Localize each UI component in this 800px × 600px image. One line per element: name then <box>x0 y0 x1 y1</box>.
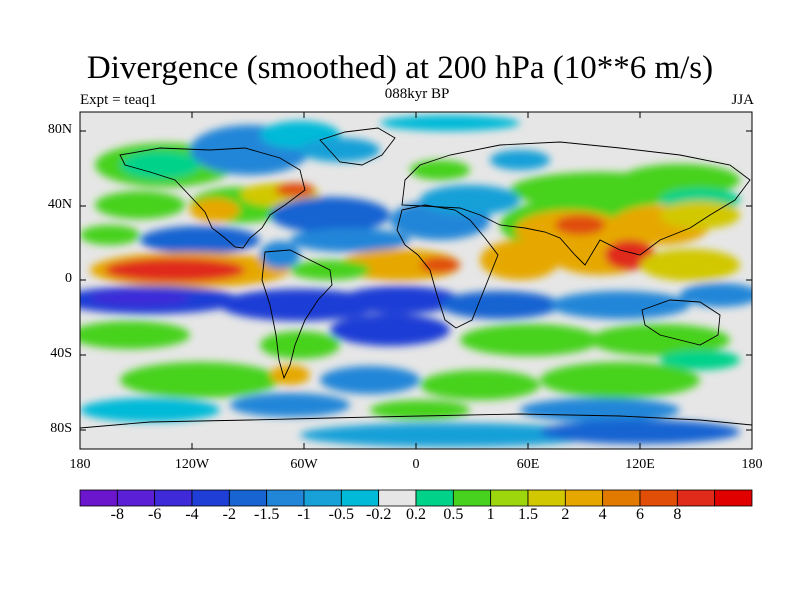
colorbar-label: 4 <box>598 506 607 523</box>
colorbar-label: 1 <box>486 506 495 523</box>
colorbar-box <box>639 489 678 507</box>
colorbar-box <box>676 489 716 507</box>
colorbar-box <box>527 489 566 507</box>
colorbar-box <box>602 489 641 507</box>
colorbar-label: 0.2 <box>406 506 426 523</box>
colorbar-box <box>378 489 417 507</box>
colorbar-box <box>79 489 118 507</box>
colorbar-box <box>116 489 156 507</box>
lon-tick-label: 180 <box>741 457 763 472</box>
colorbar-label: 0.5 <box>443 506 464 523</box>
colorbar-box <box>191 489 230 507</box>
colorbar-label: -1.5 <box>253 506 280 523</box>
chart-title: Divergence (smoothed) at 200 hPa (10**6 … <box>86 50 714 86</box>
divergence-field <box>80 112 752 449</box>
colorbar-label: 8 <box>673 506 682 523</box>
colorbar <box>79 489 753 507</box>
colorbar-box <box>714 489 753 507</box>
colorbar-label: -1 <box>297 506 311 523</box>
lat-tick-label: 80N <box>47 122 72 137</box>
lat-tick-label: 0 <box>65 271 72 286</box>
experiment-label: Expt = teaq1 <box>80 92 157 108</box>
period-label: 088kyr BP <box>384 86 450 102</box>
lon-tick-label: 120W <box>174 457 210 472</box>
colorbar-label: -0.2 <box>365 506 392 523</box>
axis-ticks <box>80 112 752 449</box>
colorbar-label: 1.5 <box>518 506 538 523</box>
colorbar-label: 2 <box>561 506 570 523</box>
colorbar-box <box>415 489 454 507</box>
lon-tick-label: 180 <box>69 457 91 472</box>
colorbar-label: -4 <box>185 506 199 523</box>
colorbar-box <box>303 489 342 507</box>
colorbar-label: -0.5 <box>328 506 354 523</box>
lon-tick-label: 60W <box>290 457 318 472</box>
season-label: JJA <box>731 92 754 108</box>
lon-tick-label: 0 <box>412 457 420 472</box>
colorbar-label: 6 <box>636 506 644 523</box>
colorbar-label: -2 <box>222 506 236 523</box>
coastlines <box>80 127 752 429</box>
colorbar-box <box>490 489 529 507</box>
lat-tick-label: 40N <box>47 197 72 212</box>
colorbar-box <box>340 489 380 507</box>
colorbar-box <box>452 489 492 507</box>
lat-tick-label: 40S <box>50 346 72 361</box>
lon-tick-label: 120E <box>625 457 655 472</box>
lon-tick-label: 60E <box>516 457 540 472</box>
colorbar-label: -8 <box>110 506 124 523</box>
colorbar-box <box>154 489 193 507</box>
colorbar-box <box>228 489 268 507</box>
colorbar-label: -6 <box>147 506 162 523</box>
colorbar-box <box>564 489 604 507</box>
colorbar-box <box>266 489 305 507</box>
lat-tick-label: 80S <box>50 421 72 436</box>
